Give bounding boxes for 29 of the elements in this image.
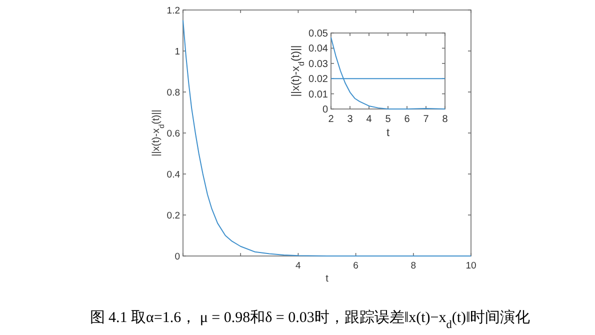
x-axis-title: t	[326, 274, 329, 284]
y-tick-label: 1	[174, 46, 180, 58]
y-tick-label: 0.02	[308, 74, 328, 86]
y-tick-label: 0.2	[166, 210, 180, 222]
caption: 图 4.1 取α=1.6， μ = 0.98和δ = 0.03时，跟踪误差‖x(t)−x$_{d}$(t)‖时间演化	[90, 309, 530, 331]
y-tick-label: 0.8	[166, 87, 180, 98]
x-tick-label: 8	[442, 114, 448, 125]
x-tick-label: 4	[366, 114, 372, 125]
y-tick-label: 1.2	[166, 5, 180, 16]
x-tick-label: 10	[466, 260, 476, 272]
x-tick-label: 3	[347, 114, 354, 125]
line-series	[330, 37, 446, 110]
line-series	[182, 20, 472, 256]
y-tick-label: 0.03	[308, 58, 328, 70]
y-tick-label: 0	[322, 104, 328, 116]
x-tick-label: 8	[410, 260, 416, 272]
y-tick-label: 0.6	[166, 128, 180, 140]
y-tick-label: 0.04	[308, 44, 328, 55]
x-tick-label: 2	[328, 114, 334, 125]
x-tick-label: 6	[404, 114, 410, 125]
y-tick-label: 0.05	[308, 28, 328, 40]
x-tick-label: 6	[353, 260, 358, 272]
x-tick-label: 5	[385, 114, 392, 125]
x-tick-label: 7	[423, 114, 430, 125]
y-tick-label: 0.01	[308, 89, 328, 100]
y-tick-label: 0	[174, 251, 180, 262]
x-tick-label: 4	[296, 260, 301, 272]
y-tick-label: 0.4	[166, 169, 180, 180]
x-axis-title: t	[386, 127, 390, 139]
